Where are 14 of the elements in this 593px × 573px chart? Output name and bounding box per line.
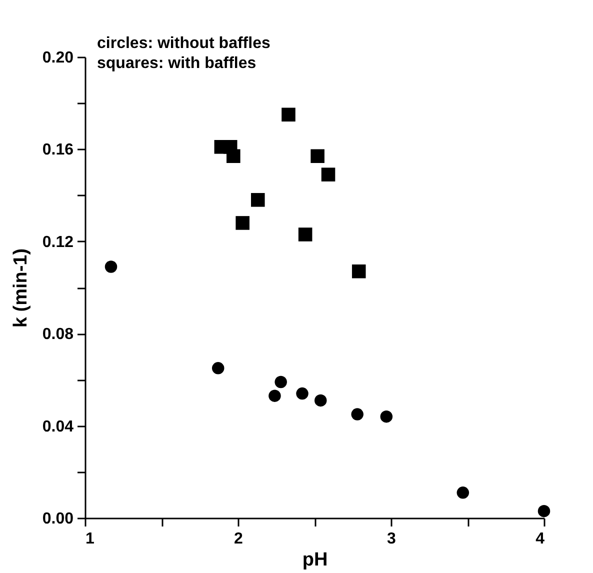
y-tick-label: 0.12 — [42, 234, 74, 251]
text: circles: without baffles — [97, 35, 270, 52]
x-axis-title: pH — [302, 550, 328, 570]
x-tick-label: 3 — [387, 530, 396, 548]
y-tick-label: 0.08 — [42, 326, 74, 344]
x-tick-label: 4 — [536, 530, 545, 548]
y-tick-label: 0.20 — [42, 50, 74, 66]
x-tick-label: 1 — [86, 530, 94, 548]
y-tick-label: 0.00 — [42, 510, 74, 528]
y-tick-label: 0.04 — [42, 418, 74, 436]
annotation: squares: with baffles — [97, 55, 256, 72]
y-axis-title: k (min-1) — [10, 248, 32, 328]
x-tick-label: 2 — [234, 530, 244, 548]
y-tick-label: 0.16 — [42, 142, 74, 159]
